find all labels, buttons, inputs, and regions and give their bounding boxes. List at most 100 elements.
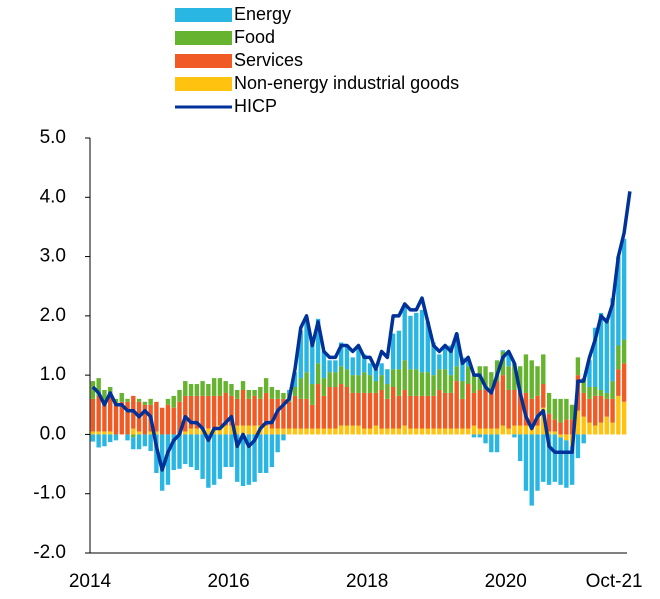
- bar-segment: [500, 350, 506, 352]
- bar-segment: [240, 381, 246, 390]
- legend-label: Food: [234, 27, 275, 47]
- bar-segment: [165, 404, 171, 435]
- bar-segment: [165, 398, 171, 405]
- bar-segment: [523, 425, 529, 435]
- bar-segment: [235, 389, 240, 399]
- bar-segment: [379, 363, 384, 376]
- bar-segment: [535, 434, 540, 491]
- bar-segment: [419, 428, 425, 435]
- bar-segment: [448, 375, 454, 393]
- bar-segment: [610, 298, 615, 382]
- bar-segment: [298, 378, 303, 399]
- bar-segment: [177, 389, 182, 402]
- bar-segment: [310, 384, 315, 405]
- bar-segment: [385, 384, 390, 399]
- bar-segment: [552, 419, 558, 432]
- bar-segment: [564, 419, 569, 435]
- bar-segment: [546, 431, 552, 435]
- bar-segment: [460, 381, 465, 399]
- bar-segment: [414, 395, 419, 429]
- bar-segment: [344, 425, 350, 435]
- bar-segment: [252, 434, 257, 482]
- bar-segment: [593, 395, 598, 426]
- bar-segment: [304, 372, 309, 399]
- bar-segment: [385, 398, 390, 429]
- bar-segment: [442, 392, 448, 429]
- bar-segment: [512, 434, 517, 438]
- bar-segment: [287, 401, 292, 429]
- bar-segment: [466, 360, 471, 367]
- bar-segment: [523, 354, 529, 393]
- bar-segment: [564, 440, 569, 488]
- bar-segment: [263, 378, 269, 393]
- bar-segment: [298, 428, 303, 435]
- bar-segment: [258, 387, 263, 399]
- bar-segment: [500, 351, 506, 376]
- bar-segment: [125, 398, 130, 402]
- legend-swatch: [175, 77, 232, 91]
- bar-segment: [188, 434, 194, 468]
- bar-segment: [385, 428, 390, 435]
- bar-segment: [321, 378, 327, 396]
- legend-swatch: [175, 54, 232, 68]
- bar-segment: [321, 428, 327, 435]
- legend-label: Services: [234, 50, 303, 70]
- bar-segment: [315, 428, 321, 435]
- bar-segment: [517, 425, 523, 435]
- bar-segment: [419, 372, 425, 396]
- bar-segment: [211, 378, 217, 396]
- bar-segment: [448, 345, 454, 376]
- x-tick-label: 2020: [485, 571, 527, 592]
- bar-segment: [327, 387, 332, 429]
- bar-segment: [598, 422, 604, 435]
- bar-segment: [235, 398, 240, 426]
- bar-segment: [188, 428, 194, 435]
- bar-segment: [142, 404, 148, 435]
- bar-segment: [431, 375, 436, 396]
- bar-segment: [454, 428, 459, 435]
- bar-segment: [217, 378, 223, 396]
- bar-segment: [408, 428, 413, 435]
- bar-segment: [177, 434, 182, 469]
- bar-segment: [229, 425, 234, 435]
- bar-segment: [96, 378, 101, 396]
- bar-segment: [292, 387, 298, 396]
- bar-segment: [96, 431, 101, 435]
- bar-segment: [483, 428, 488, 435]
- bar-segment: [102, 431, 107, 435]
- bar-segment: [246, 425, 251, 435]
- bar-segment: [587, 398, 592, 423]
- bar-segment: [119, 401, 124, 435]
- bar-segment: [142, 434, 148, 447]
- bar-segment: [211, 395, 217, 429]
- bar-segment: [604, 321, 609, 393]
- bar-segment: [535, 395, 540, 426]
- bar-segment: [616, 369, 621, 396]
- bar-segment: [471, 375, 477, 393]
- bar-segment: [541, 354, 546, 385]
- bar-segment: [304, 428, 309, 435]
- bar-segment: [408, 369, 413, 396]
- bar-segment: [552, 434, 558, 482]
- bar-segment: [188, 395, 194, 429]
- bar-segment: [396, 428, 402, 435]
- bar-segment: [183, 434, 188, 465]
- bar-segment: [541, 384, 546, 408]
- bar-segment: [454, 366, 459, 382]
- bar-segment: [604, 416, 609, 435]
- bar-segment: [90, 381, 96, 399]
- bar-segment: [621, 401, 627, 435]
- bar-segment: [229, 395, 234, 426]
- bar-segment: [246, 434, 251, 485]
- x-tick-label: 2014: [69, 571, 112, 592]
- bar-segment: [390, 387, 396, 429]
- bar-segment: [113, 434, 119, 441]
- bar-segment: [471, 392, 477, 426]
- bar-segment: [275, 434, 280, 453]
- bar-segment: [616, 395, 621, 435]
- bar-segment: [448, 392, 454, 429]
- bar-segment: [512, 425, 517, 435]
- bar-segment: [252, 389, 257, 396]
- bar-segment: [460, 357, 465, 382]
